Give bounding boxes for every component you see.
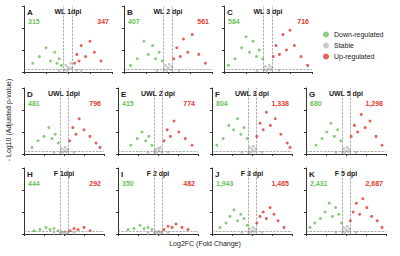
svg-text:UWL 3 dpi: UWL 3 dpi — [235, 90, 269, 98]
svg-text:B: B — [127, 8, 133, 17]
svg-text:I: I — [121, 170, 123, 179]
svg-text:WL 1dpi: WL 1dpi — [54, 8, 81, 16]
svg-text:UWL 1dpi: UWL 1dpi — [48, 90, 80, 98]
svg-text:F 3 dpi: F 3 dpi — [241, 170, 264, 178]
svg-text:1,465: 1,465 — [271, 180, 289, 188]
svg-text:H: H — [27, 170, 33, 179]
svg-text:482: 482 — [183, 180, 195, 187]
svg-text:WL 2 dpi: WL 2 dpi — [153, 8, 182, 16]
svg-text:350: 350 — [122, 180, 134, 187]
svg-text:292: 292 — [89, 180, 101, 187]
svg-text:1,298: 1,298 — [365, 100, 383, 108]
svg-text:407: 407 — [128, 18, 140, 25]
svg-text:774: 774 — [183, 100, 195, 107]
svg-text:Stable: Stable — [334, 42, 354, 49]
svg-text:K: K — [309, 170, 315, 179]
svg-text:WL 3 dpi: WL 3 dpi — [253, 8, 282, 16]
svg-text:D: D — [27, 90, 33, 99]
svg-text:UWL 2 dpi: UWL 2 dpi — [141, 90, 175, 98]
svg-text:481: 481 — [28, 100, 40, 107]
svg-text:2,431: 2,431 — [310, 180, 328, 188]
svg-text:C: C — [227, 8, 233, 17]
svg-text:- Log10 (Adjusted p-value): - Log10 (Adjusted p-value) — [5, 79, 13, 162]
svg-text:E: E — [121, 90, 127, 99]
svg-text:347: 347 — [97, 18, 109, 25]
svg-text:G: G — [309, 90, 315, 99]
svg-text:804: 804 — [216, 100, 228, 107]
svg-text:415: 415 — [122, 100, 134, 107]
svg-text:UWL 5 dpi: UWL 5 dpi — [329, 90, 363, 98]
svg-text:315: 315 — [28, 18, 40, 25]
svg-text:F: F — [215, 90, 220, 99]
svg-text:796: 796 — [89, 100, 101, 107]
svg-text:1,943: 1,943 — [216, 180, 234, 188]
svg-text:444: 444 — [28, 180, 40, 187]
svg-text:Up-regulated: Up-regulated — [334, 53, 375, 61]
svg-text:F 1dpi: F 1dpi — [54, 170, 75, 178]
svg-text:F 2 dpi: F 2 dpi — [147, 170, 170, 178]
svg-text:716: 716 — [297, 18, 309, 25]
svg-text:F 5 dpi: F 5 dpi — [335, 170, 358, 178]
svg-text:584: 584 — [228, 18, 240, 25]
svg-text:J: J — [215, 170, 219, 179]
svg-text:2,687: 2,687 — [365, 180, 383, 188]
svg-text:680: 680 — [310, 100, 322, 107]
svg-text:Down-regulated: Down-regulated — [334, 31, 384, 39]
svg-text:1,338: 1,338 — [271, 100, 289, 108]
svg-text:Log2FC (Fold Change): Log2FC (Fold Change) — [169, 240, 241, 248]
svg-text:561: 561 — [197, 18, 209, 25]
svg-text:A: A — [27, 8, 33, 17]
